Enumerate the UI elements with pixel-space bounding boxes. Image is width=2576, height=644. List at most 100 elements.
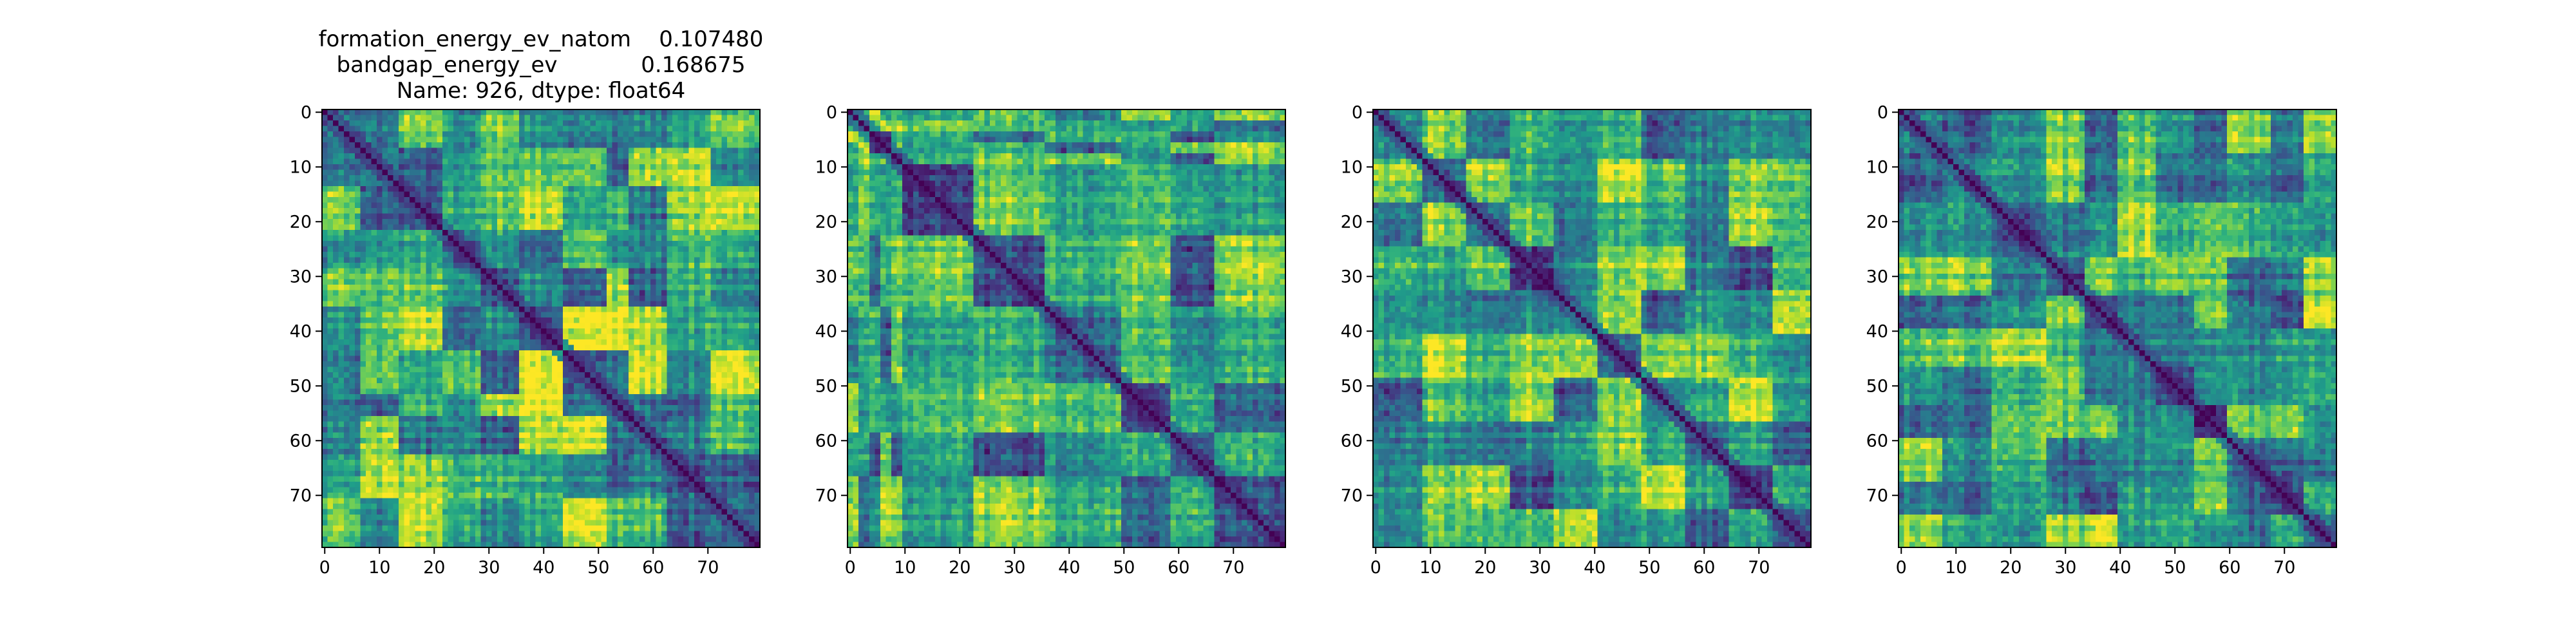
heatmap-cell bbox=[705, 219, 711, 225]
heatmap-cell bbox=[508, 526, 514, 531]
heatmap-cell bbox=[355, 367, 361, 373]
heatmap-cell bbox=[497, 317, 503, 323]
heatmap-cell bbox=[738, 203, 744, 209]
heatmap-cell bbox=[383, 433, 388, 439]
heatmap-cell bbox=[519, 383, 525, 389]
heatmap-cell bbox=[618, 142, 623, 148]
heatmap-cell bbox=[596, 153, 601, 159]
heatmap-cell bbox=[585, 208, 591, 214]
heatmap-cell bbox=[519, 241, 525, 247]
heatmap-cell bbox=[733, 225, 739, 231]
heatmap-cell bbox=[361, 219, 366, 225]
heatmap-cell bbox=[514, 356, 520, 362]
heatmap-cell bbox=[536, 504, 542, 509]
heatmap-cell bbox=[393, 422, 399, 428]
heatmap-cell bbox=[508, 252, 514, 258]
heatmap-cell bbox=[536, 203, 542, 209]
heatmap-cell bbox=[393, 137, 399, 143]
heatmap-cell bbox=[437, 219, 443, 225]
heatmap-cell bbox=[503, 247, 509, 252]
heatmap-cell bbox=[536, 394, 542, 400]
heatmap-cell bbox=[678, 252, 684, 258]
heatmap-cell bbox=[672, 109, 678, 115]
heatmap-cell bbox=[437, 433, 443, 439]
heatmap-cell bbox=[749, 142, 755, 148]
heatmap-cell bbox=[596, 131, 601, 137]
heatmap-cell bbox=[415, 536, 421, 542]
heatmap-cell bbox=[596, 175, 601, 181]
heatmap-cell bbox=[541, 230, 547, 236]
heatmap-cell bbox=[634, 312, 640, 318]
heatmap-cell bbox=[366, 285, 372, 290]
heatmap-cell bbox=[536, 208, 542, 214]
heatmap-cell bbox=[328, 482, 334, 488]
heatmap-cell bbox=[661, 181, 667, 187]
heatmap-cell bbox=[623, 323, 629, 329]
heatmap-cell bbox=[437, 471, 443, 477]
heatmap-cell bbox=[552, 203, 558, 209]
heatmap-cell bbox=[426, 290, 432, 296]
heatmap-cell bbox=[694, 236, 700, 242]
heatmap-cell bbox=[497, 405, 503, 411]
heatmap-cell bbox=[519, 301, 525, 307]
heatmap-cell bbox=[558, 334, 564, 340]
heatmap-cell bbox=[344, 301, 350, 307]
heatmap-cell bbox=[650, 115, 656, 121]
heatmap-cell bbox=[678, 115, 684, 121]
heatmap-cell bbox=[634, 263, 640, 269]
heatmap-cell bbox=[415, 383, 421, 389]
heatmap-cell bbox=[464, 536, 470, 542]
heatmap-cell bbox=[678, 109, 684, 115]
heatmap-cell bbox=[355, 416, 361, 422]
heatmap-cell bbox=[410, 466, 415, 471]
heatmap-cell bbox=[733, 126, 739, 132]
heatmap-cell bbox=[503, 488, 509, 493]
heatmap-cell bbox=[596, 317, 601, 323]
heatmap-cell bbox=[585, 192, 591, 198]
heatmap-cell bbox=[470, 493, 476, 498]
heatmap-cell bbox=[404, 361, 410, 367]
heatmap-cell bbox=[700, 164, 706, 170]
heatmap-cell bbox=[421, 460, 426, 466]
heatmap-cell bbox=[716, 131, 722, 137]
heatmap-cell bbox=[508, 263, 514, 269]
heatmap-cell bbox=[678, 274, 684, 279]
heatmap-cell bbox=[333, 247, 339, 252]
heatmap-cell bbox=[475, 126, 481, 132]
heatmap-cell bbox=[383, 159, 388, 165]
heatmap-cell bbox=[634, 208, 640, 214]
heatmap-cell bbox=[339, 192, 345, 198]
heatmap-cell bbox=[344, 471, 350, 477]
heatmap-cell bbox=[388, 285, 393, 290]
heatmap-cell bbox=[448, 137, 454, 143]
heatmap-cell bbox=[453, 361, 459, 367]
heatmap-cell bbox=[437, 214, 443, 220]
heatmap-cell bbox=[437, 225, 443, 231]
heatmap-cell bbox=[694, 241, 700, 247]
heatmap-cell bbox=[464, 405, 470, 411]
heatmap-cell bbox=[393, 394, 399, 400]
heatmap-cell bbox=[388, 296, 393, 301]
heatmap-cell bbox=[431, 526, 437, 531]
heatmap-cell bbox=[552, 126, 558, 132]
heatmap-cell bbox=[591, 153, 596, 159]
heatmap-cell bbox=[508, 416, 514, 422]
heatmap-cell bbox=[508, 159, 514, 165]
heatmap-cell bbox=[503, 509, 509, 515]
heatmap-cell bbox=[366, 131, 372, 137]
heatmap-cell bbox=[470, 460, 476, 466]
heatmap-cell bbox=[591, 323, 596, 329]
heatmap-cell bbox=[607, 236, 612, 242]
heatmap-cell bbox=[667, 258, 673, 263]
heatmap-cell bbox=[558, 109, 564, 115]
heatmap-cell bbox=[694, 323, 700, 329]
heatmap-cell bbox=[481, 192, 487, 198]
heatmap-cell bbox=[464, 247, 470, 252]
heatmap-cell bbox=[678, 285, 684, 290]
heatmap-cell bbox=[727, 203, 733, 209]
heatmap-cell bbox=[563, 214, 569, 220]
heatmap-cell bbox=[442, 279, 448, 285]
heatmap-cell bbox=[629, 252, 634, 258]
heatmap-cell bbox=[399, 493, 404, 498]
heatmap-cell bbox=[442, 203, 448, 209]
